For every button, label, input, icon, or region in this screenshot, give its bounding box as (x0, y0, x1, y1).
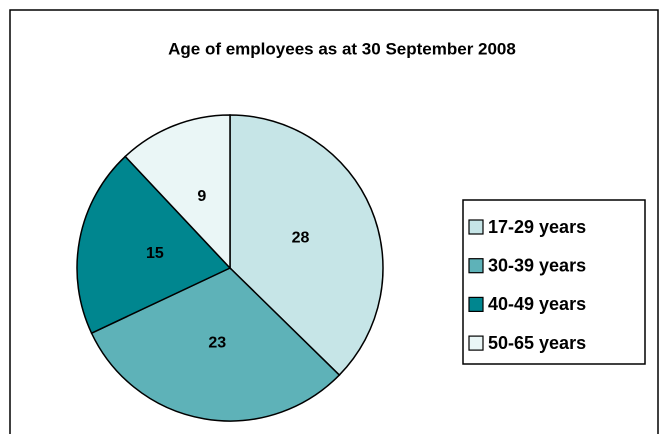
legend-label: 17-29 years (488, 217, 586, 237)
legend-swatch (468, 258, 484, 274)
data-label: 28 (292, 230, 310, 247)
legend-swatch (468, 219, 484, 235)
legend-label: 50-65 years (488, 333, 586, 353)
chart-title: Age of employees as at 30 September 2008 (168, 39, 516, 58)
legend-swatch (468, 296, 484, 312)
data-label: 15 (146, 245, 164, 262)
legend-swatch (468, 335, 484, 351)
pie-slice (76, 155, 232, 335)
data-label: 23 (208, 335, 226, 352)
legend-label: 40-49 years (488, 294, 586, 314)
legend-label: 30-39 years (488, 255, 586, 275)
pie-slice (229, 114, 384, 377)
pie-slice (90, 267, 341, 422)
pie-slice (124, 114, 231, 270)
legend-box (462, 199, 646, 365)
data-label: 9 (197, 188, 206, 205)
